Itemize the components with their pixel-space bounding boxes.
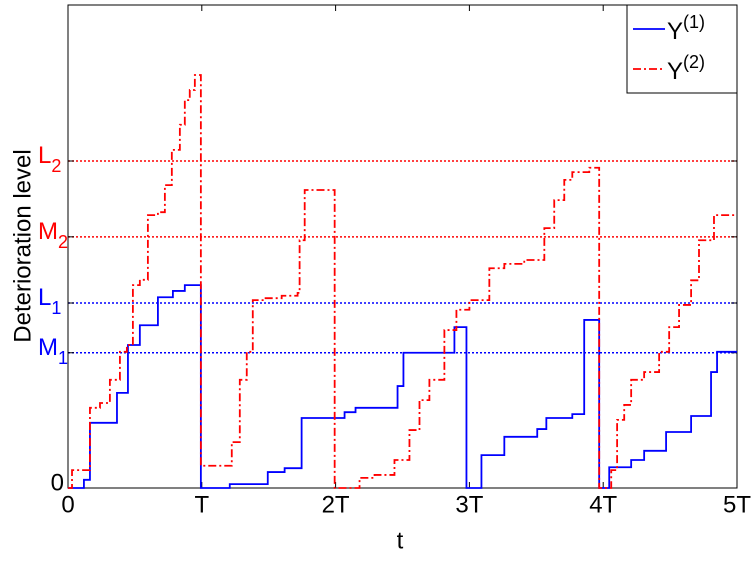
legend-label: Y(2)	[667, 52, 705, 86]
series-line	[68, 74, 737, 489]
y-axis-label: Deterioration level	[9, 149, 36, 342]
legend-label: Y(1)	[667, 12, 705, 46]
x-tick-label: T	[194, 491, 209, 518]
y-tick-label: L1	[38, 284, 61, 317]
x-tick-label: 5T	[723, 491, 751, 518]
y-tick-label: L2	[38, 142, 61, 175]
x-tick-label: 4T	[589, 491, 617, 518]
x-tick-label: 3T	[455, 491, 483, 518]
x-tick-label: 0	[61, 491, 74, 518]
x-tick-label: 2T	[322, 491, 350, 518]
y-tick-label: M2	[38, 218, 68, 251]
legend-box	[626, 4, 738, 94]
plot-frame	[67, 4, 738, 489]
y-tick-label: M1	[38, 334, 68, 367]
series-line	[68, 284, 737, 489]
x-axis-label: t	[397, 527, 404, 554]
y-tick-label: 0	[51, 469, 64, 496]
